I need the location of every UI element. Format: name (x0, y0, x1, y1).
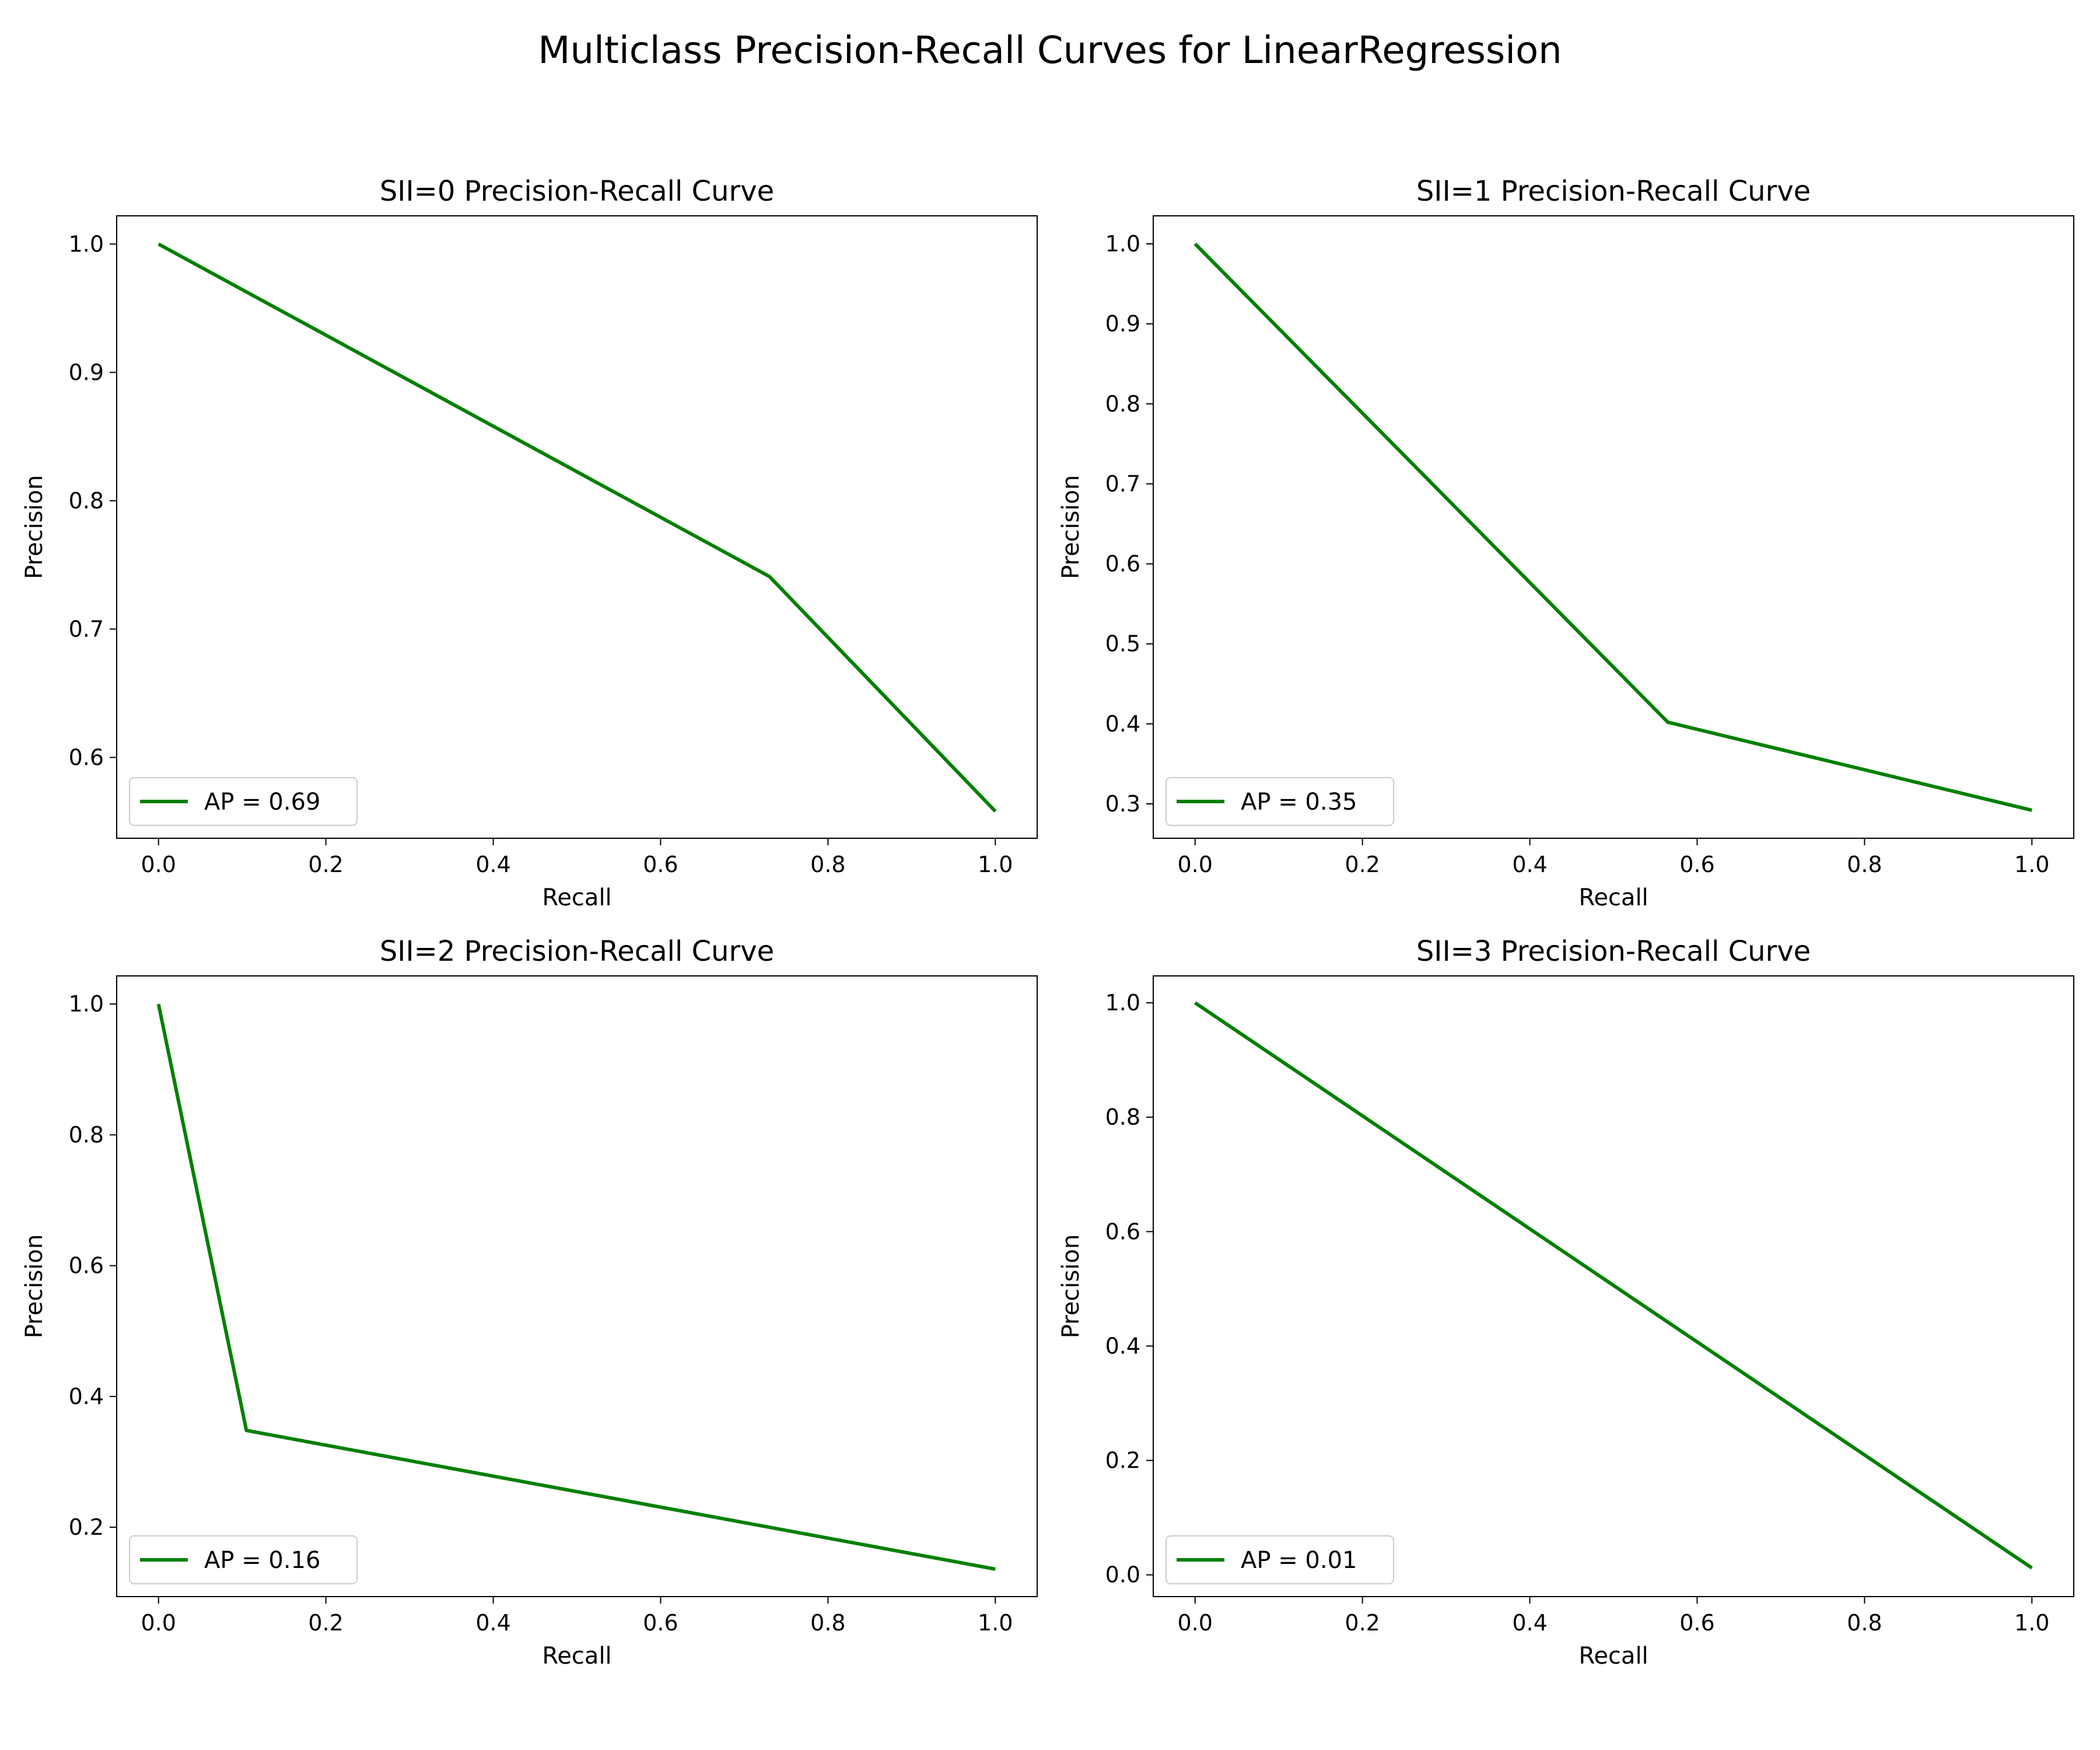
x-tick-label: 0.4 (475, 852, 510, 877)
y-tick-label: 1.0 (69, 991, 104, 1017)
y-tick-label: 0.6 (69, 1253, 104, 1279)
x-tick-label: 0.8 (1847, 1610, 1882, 1636)
y-tick-label: 0.6 (69, 744, 104, 770)
legend: AP = 0.69 (129, 777, 358, 826)
y-tick-label: 1.0 (69, 231, 104, 257)
pr-curve-line (158, 242, 997, 813)
subplot-2: SII=2 Precision-Recall Curve 0.0 0.2 0.4 0.6… (21, 935, 1038, 1670)
legend-box (129, 1535, 358, 1584)
y-tick-label: 0.8 (69, 1122, 104, 1147)
x-tick-label: 1.0 (2014, 1610, 2049, 1636)
y-tick-label: 0.6 (1105, 1219, 1140, 1244)
y-axis-label: Precision (21, 1234, 48, 1338)
axes-frame (1153, 215, 2074, 839)
y-tick-label: 0.9 (69, 359, 104, 385)
x-tick-label: 1.0 (978, 1610, 1013, 1636)
x-tick-label: 0.2 (1345, 1610, 1380, 1636)
x-tick-label: 0.8 (1847, 852, 1882, 877)
y-tick-label: 0.4 (69, 1384, 104, 1409)
y-tick-label: 0.3 (1105, 791, 1140, 817)
x-tick-label: 0.8 (810, 1610, 845, 1636)
y-tick-label: 1.0 (1105, 990, 1140, 1016)
y-tick-label: 0.9 (1105, 311, 1140, 337)
legend-label: AP = 0.16 (204, 1547, 321, 1574)
subplot-title: SII=1 Precision-Recall Curve (1416, 175, 1811, 208)
x-tick-label: 0.2 (308, 852, 343, 877)
pr-curve-line (1194, 1001, 2033, 1570)
x-tick-label: 1.0 (2014, 852, 2049, 877)
y-tick-label: 0.8 (1105, 1104, 1140, 1130)
x-tick-label: 0.0 (141, 852, 176, 877)
x-tick-label: 0.2 (1345, 852, 1380, 877)
y-tick-label: 0.6 (1105, 551, 1140, 577)
x-tick-label: 0.0 (1178, 852, 1213, 877)
x-tick-label: 0.2 (308, 1610, 343, 1636)
legend-box (1166, 777, 1394, 826)
y-tick-label: 0.8 (69, 488, 104, 513)
x-tick-label: 1.0 (978, 852, 1013, 877)
subplot-0: SII=0 Precision-Recall Curve 0.0 0.2 0.4 0.6… (21, 175, 1038, 911)
subplot-title: SII=2 Precision-Recall Curve (380, 935, 774, 968)
pr-curve-line (1194, 242, 2033, 812)
x-tick-label: 0.6 (1679, 1610, 1714, 1636)
y-tick-label: 0.7 (69, 616, 104, 642)
x-tick-label: 0.4 (1512, 1610, 1547, 1636)
y-tick-label: 0.2 (1105, 1448, 1140, 1474)
subplot-title: SII=3 Precision-Recall Curve (1416, 935, 1811, 968)
y-axis-label: Precision (1058, 475, 1084, 579)
y-tick-label: 0.0 (1105, 1562, 1140, 1588)
x-tick-label: 0.6 (643, 1610, 678, 1636)
legend-box (129, 777, 358, 826)
x-axis-label: Recall (542, 884, 611, 911)
y-axis-label: Precision (1058, 1234, 1084, 1338)
y-tick-label: 0.8 (1105, 391, 1140, 416)
legend: AP = 0.16 (129, 1535, 358, 1584)
y-tick-label: 0.4 (1105, 711, 1140, 737)
x-tick-label: 0.6 (643, 852, 678, 877)
legend-label: AP = 0.35 (1241, 789, 1357, 816)
x-axis-label: Recall (1578, 884, 1648, 911)
legend-label: AP = 0.69 (204, 789, 321, 816)
legend: AP = 0.01 (1166, 1535, 1394, 1584)
subplot-3: SII=3 Precision-Recall Curve 0.0 0.2 0.4 0.6… (1058, 935, 2074, 1670)
y-tick-label: 0.4 (1105, 1333, 1140, 1359)
subplot-title: SII=0 Precision-Recall Curve (380, 175, 774, 208)
y-tick-label: 0.7 (1105, 471, 1140, 496)
legend-label: AP = 0.01 (1241, 1547, 1357, 1574)
x-tick-label: 0.4 (1512, 852, 1547, 877)
x-tick-label: 0.0 (1178, 1610, 1213, 1636)
x-tick-label: 0.8 (810, 852, 845, 877)
x-tick-label: 0.4 (475, 1610, 510, 1636)
figure-title: Multiclass Precision-Recall Curves for L… (538, 29, 1562, 72)
subplot-grid: SII=0 Precision-Recall Curve 0.0 0.2 0.4 0.6… (21, 175, 2074, 1670)
x-tick-label: 0.6 (1679, 852, 1714, 877)
y-tick-label: 0.2 (69, 1514, 104, 1540)
y-axis-label: Precision (21, 475, 48, 579)
subplot-1: SII=1 Precision-Recall Curve 0.0 0.2 0.4 0.6… (1058, 175, 2074, 911)
x-axis-label: Recall (1578, 1643, 1648, 1670)
y-tick-label: 1.0 (1105, 231, 1140, 257)
legend: AP = 0.35 (1166, 777, 1394, 826)
pr-curve-line (156, 1003, 996, 1571)
y-tick-label: 0.5 (1105, 631, 1140, 657)
axes-frame (1153, 975, 2074, 1597)
x-tick-label: 0.0 (141, 1610, 176, 1636)
x-axis-label: Recall (542, 1643, 611, 1670)
axes-frame (116, 975, 1038, 1597)
legend-box (1166, 1535, 1394, 1584)
axes-frame (116, 215, 1038, 839)
